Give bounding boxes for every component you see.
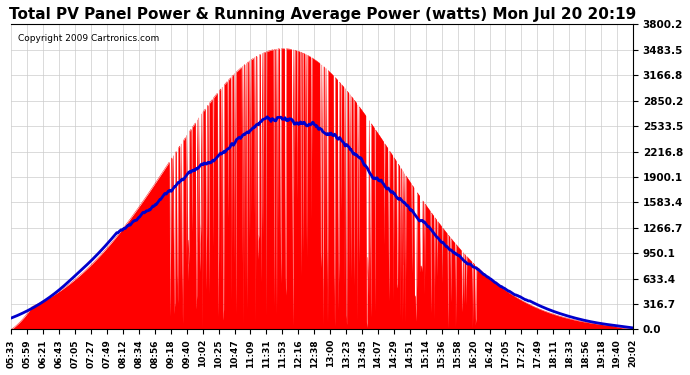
Title: Total PV Panel Power & Running Average Power (watts) Mon Jul 20 20:19: Total PV Panel Power & Running Average P… — [8, 7, 635, 22]
Text: Copyright 2009 Cartronics.com: Copyright 2009 Cartronics.com — [18, 34, 159, 43]
